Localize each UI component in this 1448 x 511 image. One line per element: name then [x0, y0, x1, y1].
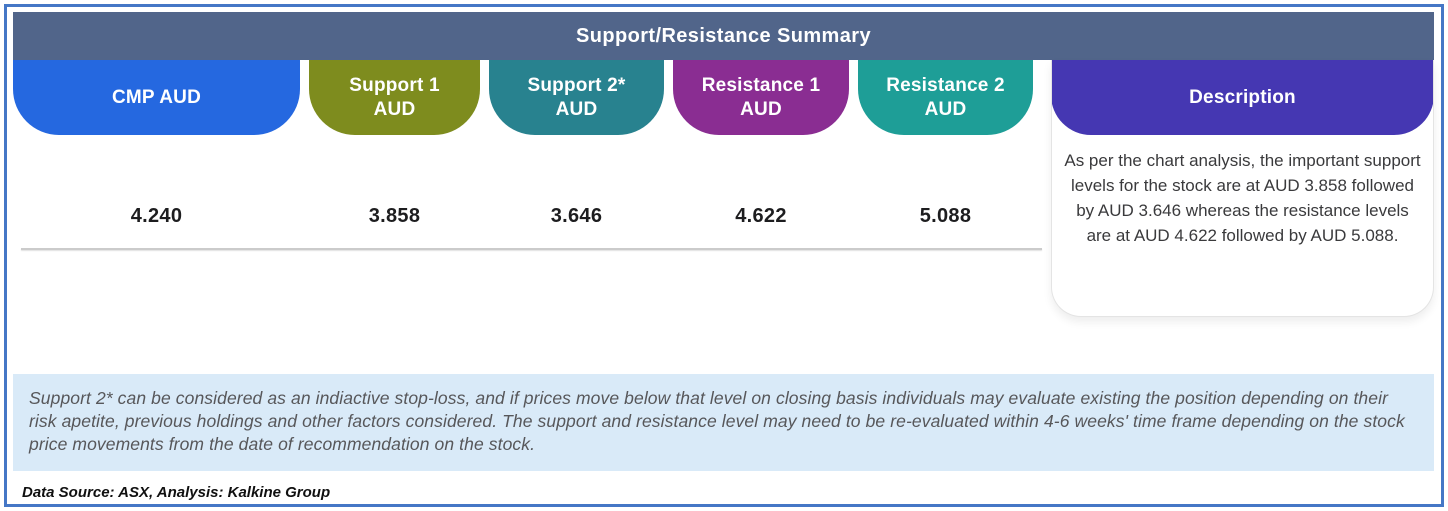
value-support-2: 3.646: [550, 205, 603, 227]
column-header-label: AUD: [740, 98, 782, 120]
table-left-section: CMP AUD Support 1 AUD Support 2* AUD Res…: [13, 60, 1042, 250]
summary-title: Support/Resistance Summary: [576, 24, 871, 47]
description-card: Description As per the chart analysis, t…: [1051, 60, 1434, 317]
column-header-label: AUD: [924, 98, 967, 120]
spacer: [13, 317, 1434, 374]
column-header-resistance-1: Resistance 1 AUD: [673, 60, 849, 135]
column-header-label: Support 2*: [527, 74, 626, 96]
column-header-label: Resistance 2: [886, 74, 1005, 96]
column-header-label: CMP AUD: [111, 86, 201, 108]
data-source-line: Data Source: ASX, Analysis: Kalkine Grou…: [22, 484, 331, 502]
value-resistance-1: 4.622: [735, 205, 787, 227]
column-header-label: AUD: [555, 98, 598, 120]
footnote-box: Support 2* can be considered as an india…: [13, 374, 1434, 472]
column-header-description: Description: [1052, 60, 1433, 135]
column-header-label: AUD: [373, 98, 416, 120]
outer-frame: Support/Resistance Summary CMP AUD Suppo…: [4, 4, 1444, 507]
column-header-label: Resistance 1: [701, 74, 821, 96]
value-support-1: 3.858: [368, 205, 421, 227]
row-divider: [21, 248, 1042, 250]
summary-table: CMP AUD Support 1 AUD Support 2* AUD Res…: [13, 60, 1434, 317]
column-header-resistance-2: Resistance 2 AUD: [858, 60, 1033, 135]
value-resistance-2: 5.088: [919, 205, 972, 227]
column-header-cmp: CMP AUD: [13, 60, 300, 135]
column-header-label: Description: [1189, 86, 1296, 108]
description-text: As per the chart analysis, the important…: [1064, 151, 1421, 246]
values-row: 4.240 3.858 3.646 4.622 5.088: [13, 135, 1042, 248]
value-cmp: 4.240: [130, 205, 183, 227]
column-header-support-1: Support 1 AUD: [309, 60, 480, 135]
column-header-row: CMP AUD Support 1 AUD Support 2* AUD Res…: [13, 60, 1042, 135]
column-header-support-2: Support 2* AUD: [489, 60, 664, 135]
column-header-label: Support 1: [349, 74, 440, 96]
summary-title-bar: Support/Resistance Summary: [13, 12, 1434, 60]
